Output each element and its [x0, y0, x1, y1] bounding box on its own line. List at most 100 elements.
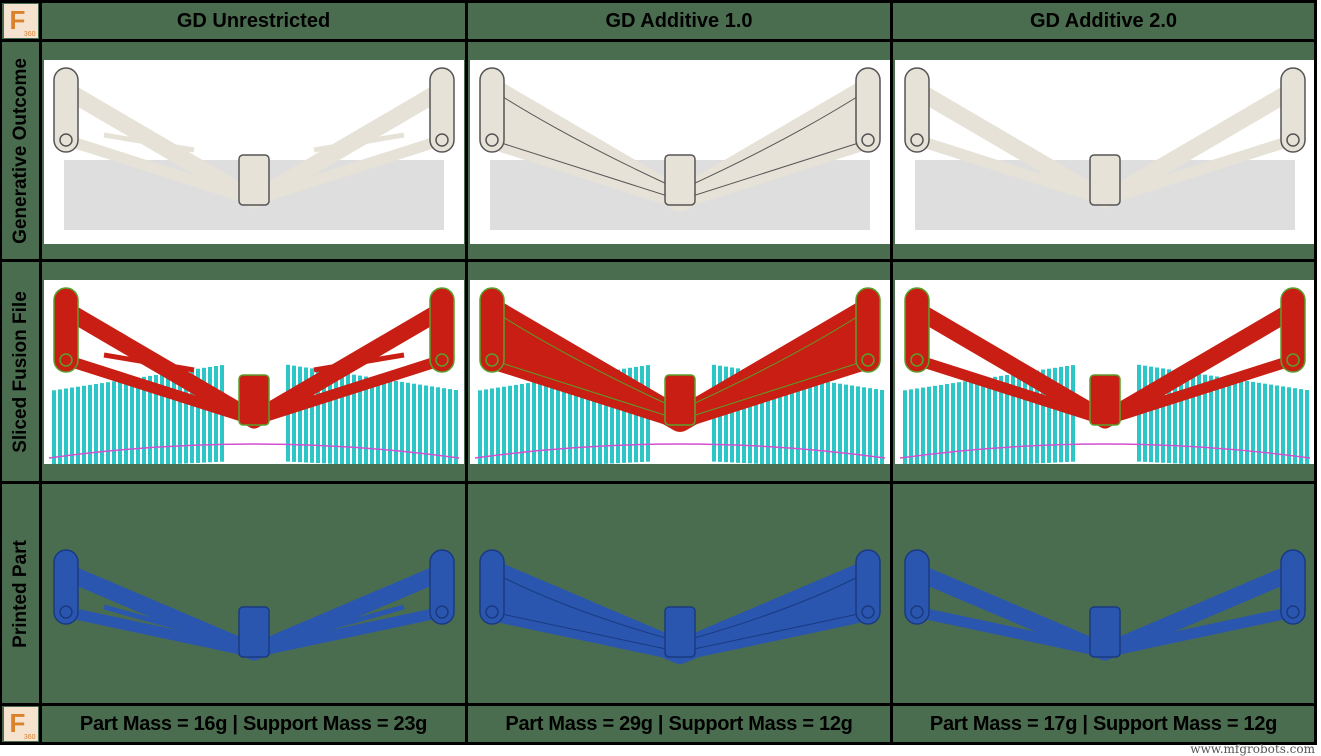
support-column [1059, 366, 1063, 463]
support-column [88, 384, 92, 464]
printed-part-image [53, 549, 455, 661]
row-label-printed-part: Printed Part [0, 484, 42, 706]
support-column [580, 375, 584, 464]
generative-outcome-additive-2 [893, 42, 1317, 262]
support-column [448, 389, 452, 464]
support-column [1047, 368, 1051, 463]
support-column [748, 370, 752, 464]
support-column [850, 385, 854, 464]
support-column [406, 382, 410, 464]
support-column [190, 369, 194, 464]
support-column [436, 387, 440, 464]
support-column [1185, 372, 1189, 464]
support-column [1203, 374, 1207, 464]
support-column [766, 372, 770, 464]
support-column [184, 370, 188, 464]
support-column [394, 381, 398, 464]
raft-outline [899, 443, 1311, 459]
support-column [784, 375, 788, 464]
end-cylinder [429, 67, 455, 153]
support-column [454, 390, 458, 464]
support-column [772, 373, 776, 464]
raft-outline [48, 443, 460, 459]
support-column [442, 388, 446, 464]
generative-part-image [44, 60, 464, 244]
end-cylinder [429, 549, 455, 625]
support-column [418, 384, 422, 464]
support-column [1017, 373, 1021, 464]
sliced-part-image [44, 280, 464, 464]
support-column [370, 377, 374, 464]
support-column [514, 384, 518, 464]
support-column [1263, 383, 1267, 464]
support-column [951, 383, 955, 464]
generative-part-image [470, 60, 890, 244]
support-column [142, 376, 146, 464]
end-cylinder [904, 67, 930, 153]
support-column [148, 375, 152, 464]
lattice-strut [103, 604, 405, 635]
support-column [790, 376, 794, 464]
pin-hole [485, 353, 499, 367]
end-cylinder [479, 287, 505, 373]
support-column [915, 388, 919, 464]
support-column [94, 384, 98, 464]
support-column [1233, 379, 1237, 464]
support-column [963, 381, 967, 464]
support-column [1167, 369, 1171, 464]
support-column [616, 369, 620, 464]
support-column [112, 381, 116, 464]
support-column [868, 388, 872, 464]
support-column [424, 385, 428, 464]
pin-hole [910, 353, 924, 367]
support-column [730, 367, 734, 463]
support-column [1305, 390, 1309, 464]
pin-hole [435, 605, 449, 619]
center-mount [238, 606, 270, 658]
support-column [826, 381, 830, 464]
support-column [568, 376, 572, 464]
support-column [166, 373, 170, 464]
support-column [844, 384, 848, 464]
printed-part-image [904, 549, 1306, 661]
pin-hole [485, 133, 499, 147]
support-column [808, 379, 812, 464]
support-column [538, 381, 542, 464]
support-column [778, 374, 782, 464]
support-column [760, 372, 764, 464]
support-column [364, 376, 368, 464]
support-column [154, 375, 158, 464]
end-cylinder [479, 549, 505, 625]
support-column [1179, 371, 1183, 464]
support-column [1155, 367, 1159, 463]
support-column [214, 366, 218, 462]
support-column [1281, 386, 1285, 464]
support-column [1269, 384, 1273, 464]
support-column [76, 386, 80, 464]
support-column [310, 368, 314, 463]
end-cylinder [1280, 67, 1306, 153]
support-column [880, 390, 884, 464]
end-cylinder [1280, 549, 1306, 625]
support-column [933, 385, 937, 464]
support-column [1191, 372, 1195, 464]
support-column [742, 369, 746, 464]
support-column [352, 374, 356, 464]
support-column [328, 371, 332, 464]
support-column [532, 382, 536, 464]
support-column [496, 387, 500, 464]
support-column [993, 376, 997, 464]
support-column [1041, 369, 1045, 464]
center-mount [1089, 374, 1121, 426]
support-column [304, 367, 308, 463]
support-column [736, 368, 740, 463]
support-column [1173, 370, 1177, 464]
support-column [862, 387, 866, 464]
pin-hole [861, 133, 875, 147]
end-cylinder [53, 549, 79, 625]
support-column [382, 379, 386, 464]
support-column [322, 370, 326, 464]
support-column [1065, 366, 1069, 462]
support-column [160, 374, 164, 464]
